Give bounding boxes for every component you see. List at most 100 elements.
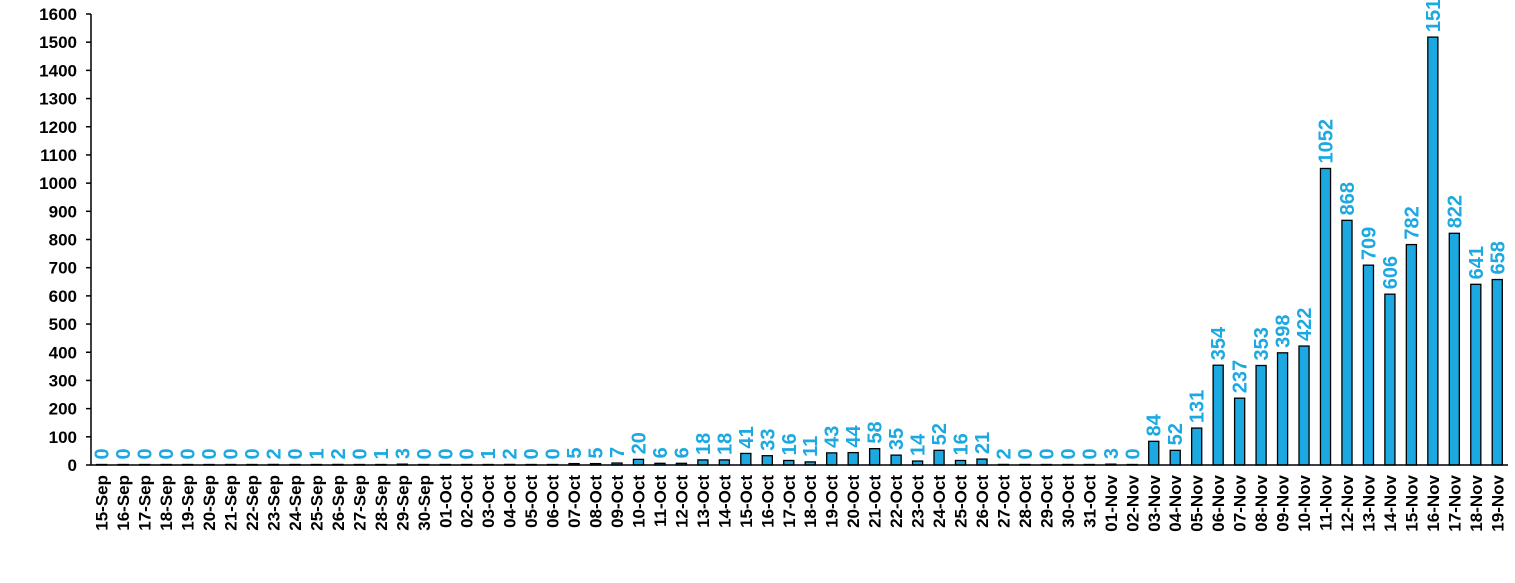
x-tick-label: 16-Sep — [114, 475, 133, 531]
x-tick-label: 19-Nov — [1488, 474, 1507, 531]
bar — [1405, 243, 1418, 466]
data-label: 20 — [628, 432, 650, 454]
data-label: 131 — [1187, 390, 1209, 423]
bar — [1341, 219, 1353, 466]
data-label: 0 — [457, 448, 479, 459]
bar — [761, 455, 773, 466]
x-tick-label: 26-Sep — [329, 475, 348, 531]
x-tick-label: 08-Nov — [1252, 474, 1271, 531]
x-tick-label: 22-Sep — [243, 475, 262, 531]
x-tick-label: 04-Nov — [1166, 474, 1185, 531]
y-tick-label: 800 — [49, 231, 77, 250]
data-label: 0 — [1058, 448, 1080, 459]
data-label: 6 — [650, 447, 672, 458]
bar — [868, 448, 881, 466]
x-tick-label: 23-Oct — [909, 475, 928, 528]
x-tick-label: 29-Sep — [393, 475, 412, 531]
data-label: 16 — [779, 433, 801, 455]
y-tick-label: 100 — [49, 428, 77, 447]
data-label: 52 — [1165, 423, 1187, 445]
x-tick-label: 09-Nov — [1274, 474, 1293, 531]
data-label: 5 — [564, 447, 586, 458]
x-tick-label: 07-Nov — [1231, 474, 1250, 531]
data-label: 14 — [908, 433, 930, 456]
data-label: 0 — [1036, 448, 1058, 459]
x-tick-label: 28-Oct — [1016, 475, 1035, 528]
x-tick-label: 11-Nov — [1317, 474, 1336, 530]
data-label: 18 — [714, 433, 736, 455]
x-tick-label: 24-Oct — [930, 475, 949, 528]
data-label: 2 — [263, 448, 285, 459]
y-tick-label: 700 — [49, 259, 77, 278]
bar — [1190, 427, 1203, 466]
x-tick-label: 22-Oct — [887, 475, 906, 528]
bar — [826, 452, 838, 466]
data-label: 52 — [929, 423, 951, 445]
bar — [1148, 440, 1160, 466]
x-tick-label: 18-Nov — [1467, 474, 1486, 531]
data-label: 422 — [1294, 308, 1316, 341]
data-label: 0 — [543, 448, 565, 459]
y-tick-label: 1200 — [39, 118, 77, 137]
data-label: 16 — [951, 433, 973, 455]
x-tick-label: 01-Nov — [1102, 474, 1121, 531]
y-tick-label: 1500 — [39, 33, 77, 52]
x-tick-label: 13-Nov — [1359, 474, 1378, 531]
x-tick-label: 05-Oct — [522, 475, 541, 528]
x-tick-label: 25-Sep — [307, 475, 326, 531]
y-tick-label: 1300 — [39, 90, 77, 109]
x-tick-label: 06-Nov — [1209, 474, 1228, 531]
x-tick-label: 24-Sep — [286, 475, 305, 531]
x-tick-label: 27-Sep — [350, 475, 369, 531]
data-label: 0 — [1122, 448, 1144, 459]
bar — [1212, 364, 1224, 466]
x-tick-label: 09-Oct — [608, 475, 627, 528]
x-tick-label: 13-Oct — [694, 475, 713, 528]
x-tick-label: 06-Oct — [544, 475, 563, 528]
data-label: 43 — [822, 426, 844, 448]
bar — [718, 459, 731, 466]
data-label: 0 — [414, 448, 436, 459]
x-tick-label: 30-Oct — [1059, 475, 1078, 528]
data-label: 6 — [671, 447, 693, 458]
data-label: 1 — [306, 448, 328, 459]
x-tick-label: 28-Sep — [372, 475, 391, 531]
data-label: 0 — [242, 448, 264, 459]
data-label: 0 — [113, 448, 135, 459]
data-label: 11 — [800, 436, 822, 457]
bar — [697, 459, 709, 466]
x-tick-label: 12-Nov — [1338, 474, 1357, 531]
x-tick-label: 16-Nov — [1424, 474, 1443, 531]
data-label: 44 — [843, 424, 865, 447]
data-label: 822 — [1444, 195, 1466, 228]
data-label: 35 — [886, 428, 908, 450]
x-tick-label: 14-Oct — [715, 475, 734, 528]
data-label: 2 — [328, 448, 350, 459]
data-label: 354 — [1208, 326, 1230, 360]
data-label: 0 — [285, 448, 307, 459]
y-tick-label: 1000 — [39, 174, 77, 193]
y-tick-label: 500 — [49, 315, 77, 334]
x-tick-label: 25-Oct — [952, 475, 971, 528]
data-label: 0 — [156, 448, 178, 459]
data-label: 41 — [736, 426, 758, 448]
x-tick-label: 05-Nov — [1188, 474, 1207, 531]
data-label: 0 — [199, 448, 221, 459]
data-label: 3 — [392, 448, 414, 459]
x-tick-label: 17-Oct — [780, 475, 799, 528]
data-label: 1 — [371, 448, 393, 459]
x-tick-label: 20-Oct — [844, 475, 863, 528]
y-tick-label: 0 — [68, 456, 77, 475]
data-label: 1052 — [1316, 119, 1338, 164]
data-label: 2 — [500, 448, 522, 459]
y-tick-label: 300 — [49, 371, 77, 390]
x-tick-label: 20-Sep — [200, 475, 219, 531]
data-label: 33 — [757, 428, 779, 450]
x-tick-label: 16-Oct — [758, 475, 777, 528]
bar — [1255, 364, 1267, 466]
x-tick-label: 30-Sep — [415, 475, 434, 531]
data-label: 21 — [972, 432, 994, 454]
data-label: 0 — [435, 448, 457, 459]
x-tick-label: 02-Nov — [1123, 474, 1142, 531]
